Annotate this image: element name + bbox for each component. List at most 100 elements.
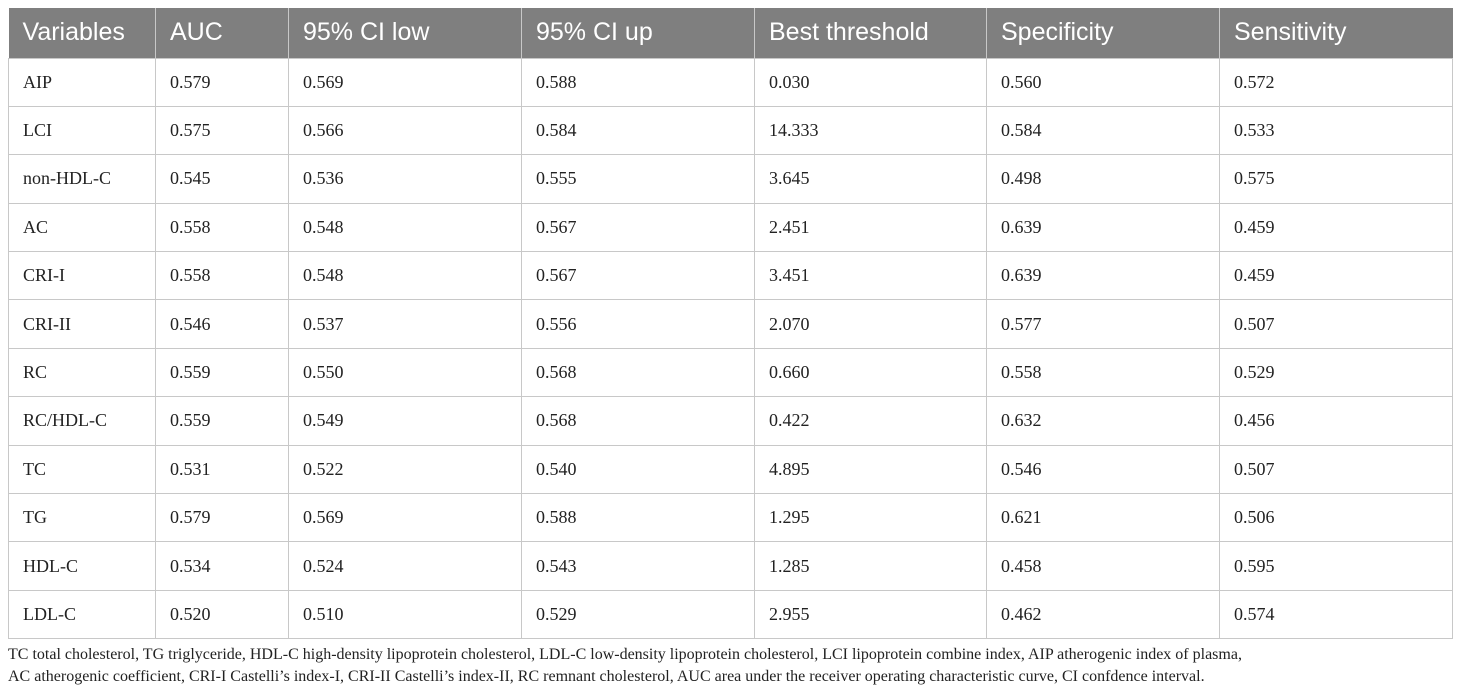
value-cell: 0.584	[986, 105, 1220, 156]
value-cell: 0.536	[288, 154, 522, 204]
footnote-line: TC total cholesterol, TG triglyceride, H…	[8, 646, 1242, 663]
value-cell: 1.295	[754, 493, 987, 543]
value-cell: 0.520	[155, 589, 289, 640]
value-cell: 0.498	[986, 154, 1220, 204]
value-cell: 2.451	[754, 202, 987, 253]
value-cell: 0.524	[288, 541, 522, 591]
table-header: Variables AUC 95% CI low 95% CI up Best …	[8, 8, 1453, 58]
value-cell: 0.569	[288, 57, 522, 107]
table-body: AIP 0.579 0.569 0.588 0.030 0.560 0.572 LCI 0.57…	[8, 57, 1453, 640]
value-cell: 4.895	[754, 444, 987, 495]
value-cell: 0.548	[288, 251, 522, 301]
header-cell: Specificity	[986, 8, 1220, 58]
value-cell: 0.660	[754, 347, 987, 398]
value-cell: 0.639	[986, 202, 1220, 253]
variable-name-cell: non-HDL-C	[8, 154, 156, 204]
value-cell: 0.546	[155, 299, 289, 349]
value-cell: 0.579	[155, 57, 289, 107]
value-cell: 0.556	[521, 299, 755, 349]
table-row: TG 0.579 0.569 0.588 1.295 0.621 0.506	[8, 493, 1453, 543]
table-footnote: TC total cholesterol, TG triglyceride, H…	[8, 644, 1452, 688]
roc-results-table: Variables AUC 95% CI low 95% CI up Best …	[8, 8, 1453, 640]
value-cell: 0.558	[155, 202, 289, 253]
header-cell: 95% CI up	[521, 8, 755, 58]
variable-name-cell: LDL-C	[8, 589, 156, 640]
value-cell: 0.550	[288, 347, 522, 398]
value-cell: 0.459	[1219, 202, 1453, 253]
value-cell: 0.456	[1219, 396, 1453, 446]
value-cell: 3.645	[754, 154, 987, 204]
table-row: HDL-C 0.534 0.524 0.543 1.285 0.458 0.595	[8, 541, 1453, 591]
value-cell: 0.548	[288, 202, 522, 253]
value-cell: 0.546	[986, 444, 1220, 495]
value-cell: 0.555	[521, 154, 755, 204]
header-cell: 95% CI low	[288, 8, 522, 58]
value-cell: 0.529	[1219, 347, 1453, 398]
value-cell: 1.285	[754, 541, 987, 591]
value-cell: 14.333	[754, 105, 987, 156]
value-cell: 2.955	[754, 589, 987, 640]
variable-name-cell: RC	[8, 347, 156, 398]
table-row: RC 0.559 0.550 0.568 0.660 0.558 0.529	[8, 347, 1453, 398]
value-cell: 0.459	[1219, 251, 1453, 301]
value-cell: 0.458	[986, 541, 1220, 591]
value-cell: 0.588	[521, 57, 755, 107]
table-row: LDL-C 0.520 0.510 0.529 2.955 0.462 0.574	[8, 589, 1453, 640]
variable-name-cell: TC	[8, 444, 156, 495]
variable-name-cell: CRI-I	[8, 251, 156, 301]
value-cell: 0.632	[986, 396, 1220, 446]
variable-name-cell: RC/HDL-C	[8, 396, 156, 446]
value-cell: 0.588	[521, 493, 755, 543]
table-row: RC/HDL-C 0.559 0.549 0.568 0.422 0.632 0.456	[8, 396, 1453, 446]
header-cell: Variables	[8, 8, 156, 58]
value-cell: 0.507	[1219, 299, 1453, 349]
table-row: CRI-I 0.558 0.548 0.567 3.451 0.639 0.459	[8, 251, 1453, 301]
value-cell: 0.531	[155, 444, 289, 495]
value-cell: 0.575	[1219, 154, 1453, 204]
table-row: non-HDL-C 0.545 0.536 0.555 3.645 0.498 0.575	[8, 154, 1453, 204]
value-cell: 0.621	[986, 493, 1220, 543]
value-cell: 0.529	[521, 589, 755, 640]
value-cell: 0.639	[986, 251, 1220, 301]
header-row: Variables AUC 95% CI low 95% CI up Best …	[8, 8, 1453, 58]
value-cell: 0.577	[986, 299, 1220, 349]
value-cell: 0.545	[155, 154, 289, 204]
value-cell: 0.540	[521, 444, 755, 495]
value-cell: 0.537	[288, 299, 522, 349]
value-cell: 0.462	[986, 589, 1220, 640]
value-cell: 0.559	[155, 396, 289, 446]
value-cell: 3.451	[754, 251, 987, 301]
variable-name-cell: HDL-C	[8, 541, 156, 591]
table-row: AC 0.558 0.548 0.567 2.451 0.639 0.459	[8, 202, 1453, 253]
value-cell: 0.569	[288, 493, 522, 543]
header-cell: AUC	[155, 8, 289, 58]
value-cell: 0.558	[155, 251, 289, 301]
value-cell: 2.070	[754, 299, 987, 349]
value-cell: 0.510	[288, 589, 522, 640]
value-cell: 0.507	[1219, 444, 1453, 495]
value-cell: 0.559	[155, 347, 289, 398]
value-cell: 0.566	[288, 105, 522, 156]
variable-name-cell: TG	[8, 493, 156, 543]
value-cell: 0.572	[1219, 57, 1453, 107]
variable-name-cell: CRI-II	[8, 299, 156, 349]
value-cell: 0.030	[754, 57, 987, 107]
value-cell: 0.568	[521, 347, 755, 398]
table-row: AIP 0.579 0.569 0.588 0.030 0.560 0.572	[8, 57, 1453, 107]
table-row: CRI-II 0.546 0.537 0.556 2.070 0.577 0.507	[8, 299, 1453, 349]
value-cell: 0.574	[1219, 589, 1453, 640]
value-cell: 0.506	[1219, 493, 1453, 543]
value-cell: 0.558	[986, 347, 1220, 398]
value-cell: 0.567	[521, 202, 755, 253]
variable-name-cell: AIP	[8, 57, 156, 107]
value-cell: 0.568	[521, 396, 755, 446]
value-cell: 0.584	[521, 105, 755, 156]
data-table-container: Variables AUC 95% CI low 95% CI up Best …	[8, 8, 1453, 640]
variable-name-cell: LCI	[8, 105, 156, 156]
variable-name-cell: AC	[8, 202, 156, 253]
table-row: TC 0.531 0.522 0.540 4.895 0.546 0.507	[8, 444, 1453, 495]
table-row: LCI 0.575 0.566 0.584 14.333 0.584 0.533	[8, 105, 1453, 156]
footnote-line: AC atherogenic coefficient, CRI-I Castel…	[8, 668, 1205, 685]
value-cell: 0.575	[155, 105, 289, 156]
header-cell: Best threshold	[754, 8, 987, 58]
